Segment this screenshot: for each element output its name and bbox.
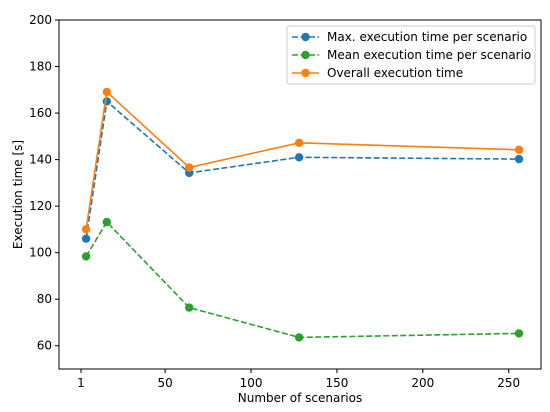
x-tick-label: 200 bbox=[411, 376, 434, 390]
x-axis: 1 50 100 150 200 250 bbox=[77, 369, 520, 390]
legend-label: Mean execution time per scenario bbox=[327, 48, 531, 62]
x-tick-label: 250 bbox=[497, 376, 520, 390]
x-tick-label: 1 bbox=[77, 376, 85, 390]
y-tick-label: 100 bbox=[29, 246, 52, 260]
legend-marker bbox=[301, 50, 310, 60]
x-tick-label: 100 bbox=[240, 376, 263, 390]
data-point bbox=[102, 97, 112, 106]
data-point bbox=[294, 333, 304, 342]
data-point bbox=[185, 303, 194, 312]
legend-label: Max. execution time per scenario bbox=[327, 30, 527, 44]
data-point bbox=[294, 138, 304, 147]
legend-marker bbox=[301, 68, 310, 78]
data-point bbox=[294, 153, 304, 162]
data-point bbox=[185, 163, 194, 172]
data-point bbox=[514, 145, 524, 154]
y-tick-label: 160 bbox=[29, 106, 52, 120]
x-axis-label: Number of scenarios bbox=[238, 391, 362, 405]
legend-label: Overall execution time bbox=[327, 66, 463, 80]
y-tick-label: 60 bbox=[37, 339, 52, 353]
legend: Max. execution time per scenario Mean exe… bbox=[286, 25, 536, 85]
y-axis-label: Execution time [s] bbox=[11, 140, 25, 249]
y-tick-label: 120 bbox=[29, 199, 52, 213]
data-point bbox=[81, 225, 91, 234]
data-point bbox=[514, 329, 524, 338]
legend-marker bbox=[301, 32, 310, 42]
x-tick-label: 50 bbox=[158, 376, 173, 390]
data-point bbox=[102, 217, 112, 227]
data-point bbox=[514, 154, 524, 164]
series-layer bbox=[81, 87, 524, 342]
data-point bbox=[81, 234, 91, 243]
data-point bbox=[81, 252, 91, 261]
data-point bbox=[102, 87, 112, 97]
y-tick-label: 200 bbox=[29, 13, 52, 27]
y-tick-label: 140 bbox=[29, 153, 52, 167]
y-tick-label: 80 bbox=[37, 292, 52, 306]
y-tick-label: 180 bbox=[29, 60, 52, 74]
y-axis: 60 80 100 120 140 160 180 200 bbox=[29, 13, 59, 353]
x-tick-label: 150 bbox=[325, 376, 348, 390]
legend-box bbox=[286, 25, 536, 85]
